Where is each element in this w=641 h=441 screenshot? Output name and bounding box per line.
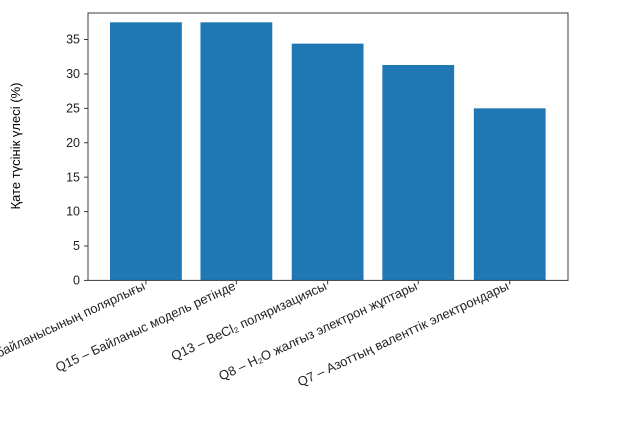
svg-text:20: 20 [66,136,80,150]
svg-text:Қате түсінік үлесі (%): Қате түсінік үлесі (%) [8,83,23,210]
svg-text:0: 0 [73,274,80,288]
svg-text:15: 15 [66,170,80,184]
svg-text:35: 35 [66,33,80,47]
svg-text:5: 5 [73,239,80,253]
svg-text:25: 25 [66,101,80,115]
svg-text:10: 10 [66,205,80,219]
svg-text:30: 30 [66,67,80,81]
